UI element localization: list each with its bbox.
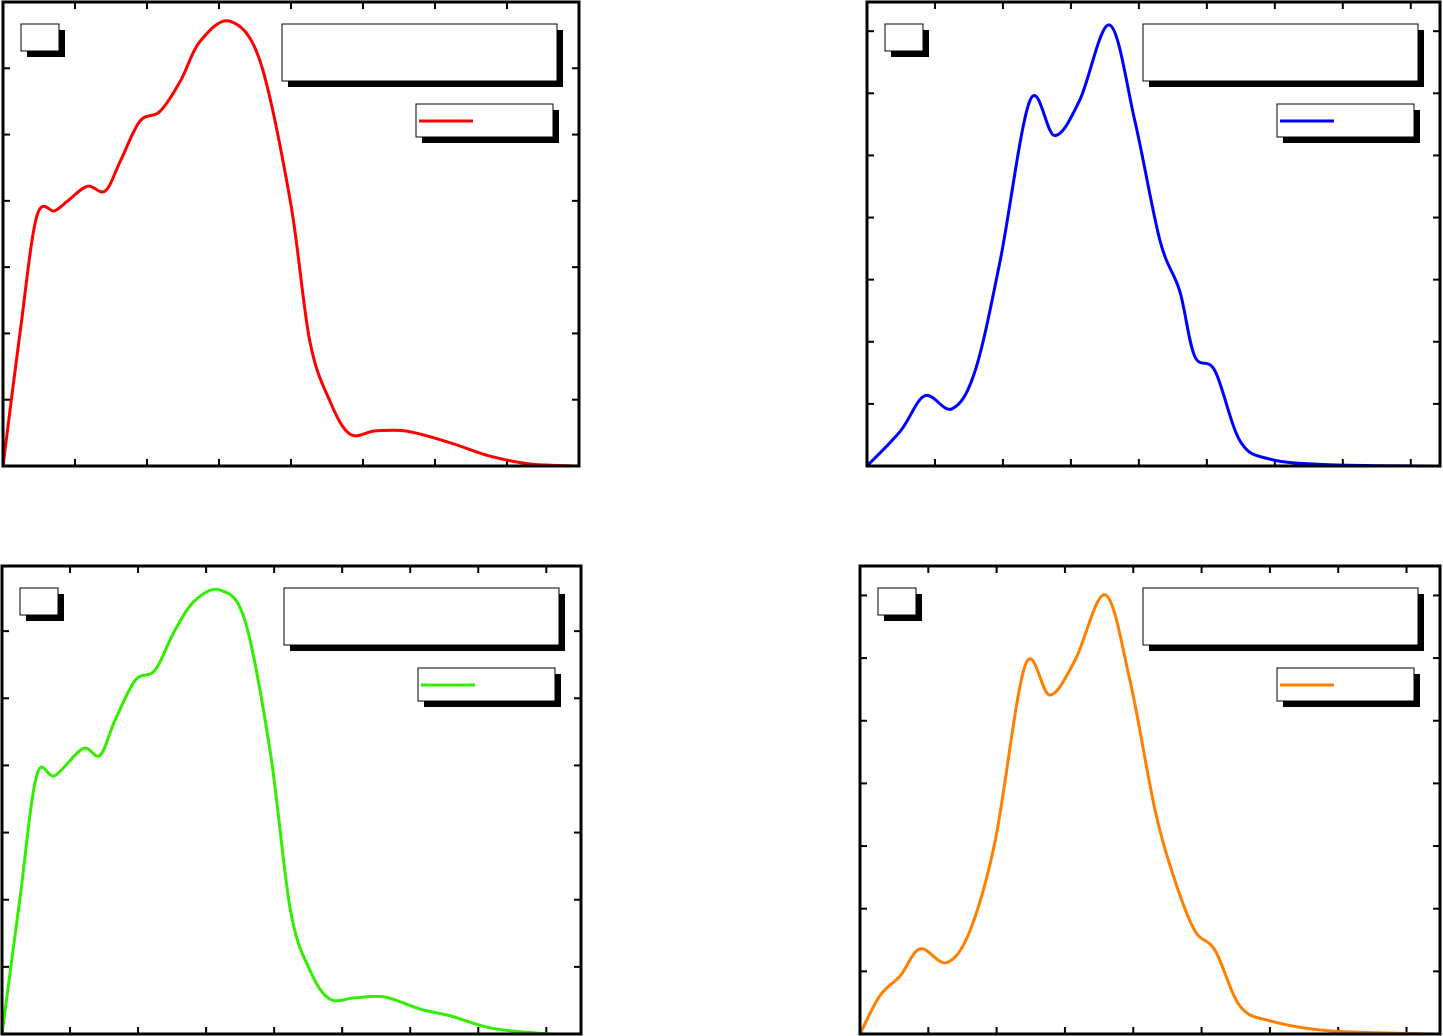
panel	[1, 0, 581, 468]
series-line	[1, 19, 580, 468]
info-box	[1142, 587, 1419, 646]
panel	[865, 0, 1442, 468]
plot-frame	[865, 0, 1442, 468]
series-line	[865, 23, 1441, 468]
plot-frame	[1, 0, 581, 468]
panel	[0, 564, 583, 1036]
series-line	[858, 593, 1441, 1036]
info-box	[1142, 23, 1419, 82]
plot-frame	[858, 564, 1442, 1036]
panel-label-box	[884, 23, 924, 52]
info-box	[281, 23, 558, 82]
plot-frame	[0, 564, 583, 1036]
panel-label-box	[877, 587, 917, 616]
panel-label-box	[19, 587, 59, 616]
panel	[858, 564, 1442, 1036]
series-line	[0, 587, 582, 1036]
panel-label-box	[20, 23, 60, 52]
info-box	[283, 587, 560, 646]
